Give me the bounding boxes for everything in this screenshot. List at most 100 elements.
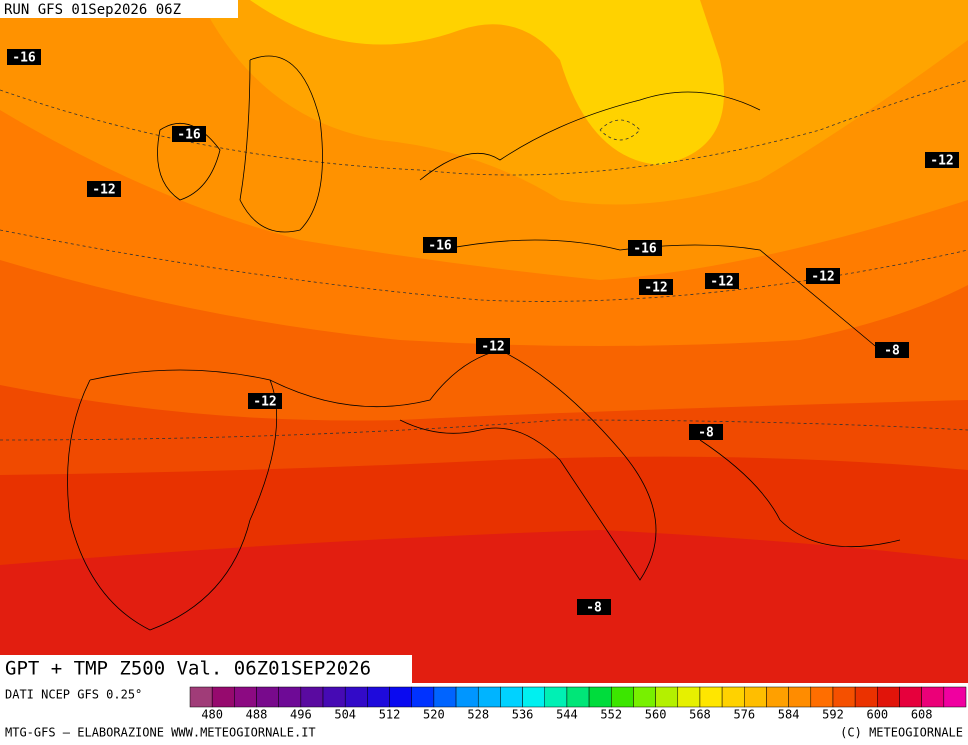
color-swatch <box>744 686 767 708</box>
colorbar-tick-label: 568 <box>689 708 711 722</box>
color-swatch <box>278 686 302 708</box>
isotherm <box>0 419 968 441</box>
contour-label-box <box>689 424 723 440</box>
data-source: DATI NCEP GFS 0.25° <box>5 688 142 702</box>
contour-label-box <box>628 240 662 256</box>
color-swatch <box>189 686 213 708</box>
color-swatch <box>832 686 856 708</box>
color-swatch <box>344 686 368 708</box>
color-swatch <box>943 686 967 708</box>
map: -16 -16 -16 -16 -12 -12 -12 -12 -12 -12 -12 -8 -8 -8 <box>0 0 968 683</box>
color-swatch <box>677 686 701 708</box>
color-swatch <box>544 686 568 708</box>
color-swatch <box>854 686 878 708</box>
contour-label-box <box>248 393 282 409</box>
contour-label: -8 <box>698 426 714 441</box>
colorbar-tick-label: 480 <box>201 708 223 722</box>
contour-label: -12 <box>481 340 504 355</box>
colorbar-tick-label: 504 <box>334 708 356 722</box>
contour-label-box <box>7 49 41 65</box>
color-swatch <box>588 686 612 708</box>
color-swatch <box>433 686 457 708</box>
colorbar: 480 488 496 504 512 520 528 536 544 552 560 568 576 5… <box>189 686 967 722</box>
color-swatch <box>256 686 279 708</box>
colorbar-tick-label: 592 <box>822 708 844 722</box>
coastline <box>269 349 657 581</box>
color-swatch <box>721 686 745 708</box>
contour-label: -16 <box>177 128 201 143</box>
colorbar-tick-label: 488 <box>246 708 268 722</box>
color-swatch <box>411 686 435 708</box>
contour-label: -12 <box>253 395 276 410</box>
color-swatch <box>500 686 523 708</box>
colorbar-tick-label: 544 <box>556 708 578 722</box>
contour-label-box <box>476 338 510 354</box>
header-box <box>0 0 238 18</box>
colorbar-tick-label: 576 <box>733 708 755 722</box>
contour-label: -8 <box>884 344 900 359</box>
contour-label: -12 <box>930 154 953 169</box>
coastline <box>157 55 323 233</box>
contour-label: -16 <box>428 239 452 254</box>
color-swatch <box>234 686 257 708</box>
colorbar-tick-label: 608 <box>911 708 933 722</box>
color-swatch <box>655 686 679 708</box>
color-swatch <box>810 686 834 708</box>
isotherm <box>599 119 641 141</box>
contour-label: -8 <box>586 601 602 616</box>
temperature-band <box>0 530 968 683</box>
title-box <box>0 655 412 683</box>
colorbar-tick-label: 536 <box>512 708 534 722</box>
color-swatch <box>633 686 656 708</box>
colorbar-tick-label: 560 <box>645 708 667 722</box>
color-swatch <box>921 686 945 708</box>
color-swatch <box>389 686 412 708</box>
contour-labels: -16 -16 -16 -16 -12 -12 -12 -12 -12 -12 -12 -8 -8 -8 <box>7 49 959 616</box>
contour-label: -16 <box>633 242 657 257</box>
contour-label: -12 <box>811 270 834 285</box>
contour-label-box <box>172 126 206 142</box>
contour-label-box <box>577 599 611 615</box>
color-swatch <box>566 686 590 708</box>
coastline <box>67 369 278 631</box>
contour-label-box <box>639 279 673 295</box>
contour-label-box <box>925 152 959 168</box>
run-label: RUN GFS 01Sep2026 06Z <box>4 2 181 18</box>
color-swatch <box>699 686 723 708</box>
contour-label: -12 <box>710 275 733 290</box>
color-swatch <box>367 686 390 708</box>
color-swatch <box>300 686 324 708</box>
color-swatch <box>788 686 812 708</box>
map-title: GPT + TMP Z500 Val. 06Z01SEP2026 <box>5 658 371 680</box>
credit-right: (C) METEOGIORNALE <box>840 726 963 740</box>
colorbar-tick-label: 600 <box>866 708 888 722</box>
contour-label: -12 <box>92 183 115 198</box>
color-swatch <box>877 686 900 708</box>
temperature-band <box>250 0 724 165</box>
color-swatch <box>611 686 634 708</box>
colorbar-tick-label: 512 <box>379 708 401 722</box>
colorbar-tick-label: 528 <box>467 708 489 722</box>
contour-label-box <box>806 268 840 284</box>
colorbar-tick-label: 520 <box>423 708 445 722</box>
contour-label: -12 <box>644 281 667 296</box>
contour-label-box <box>423 237 457 253</box>
colorbar-tick-label: 584 <box>778 708 800 722</box>
contour-label: -16 <box>12 51 36 66</box>
contour-label-box <box>705 273 739 289</box>
color-swatch <box>477 686 501 708</box>
color-swatch <box>455 686 479 708</box>
contour-label-box <box>875 342 909 358</box>
color-swatch <box>899 686 922 708</box>
contour-label-box <box>87 181 121 197</box>
colorbar-tick-label: 496 <box>290 708 312 722</box>
color-swatch <box>522 686 545 708</box>
color-swatch <box>322 686 346 708</box>
credit-left: MTG-GFS – ELABORAZIONE WWW.METEOGIORNALE… <box>5 726 316 740</box>
isotherm <box>0 79 968 176</box>
color-swatch <box>766 686 789 708</box>
colorbar-tick-label: 552 <box>600 708 622 722</box>
border <box>419 91 901 548</box>
color-swatch <box>211 686 235 708</box>
